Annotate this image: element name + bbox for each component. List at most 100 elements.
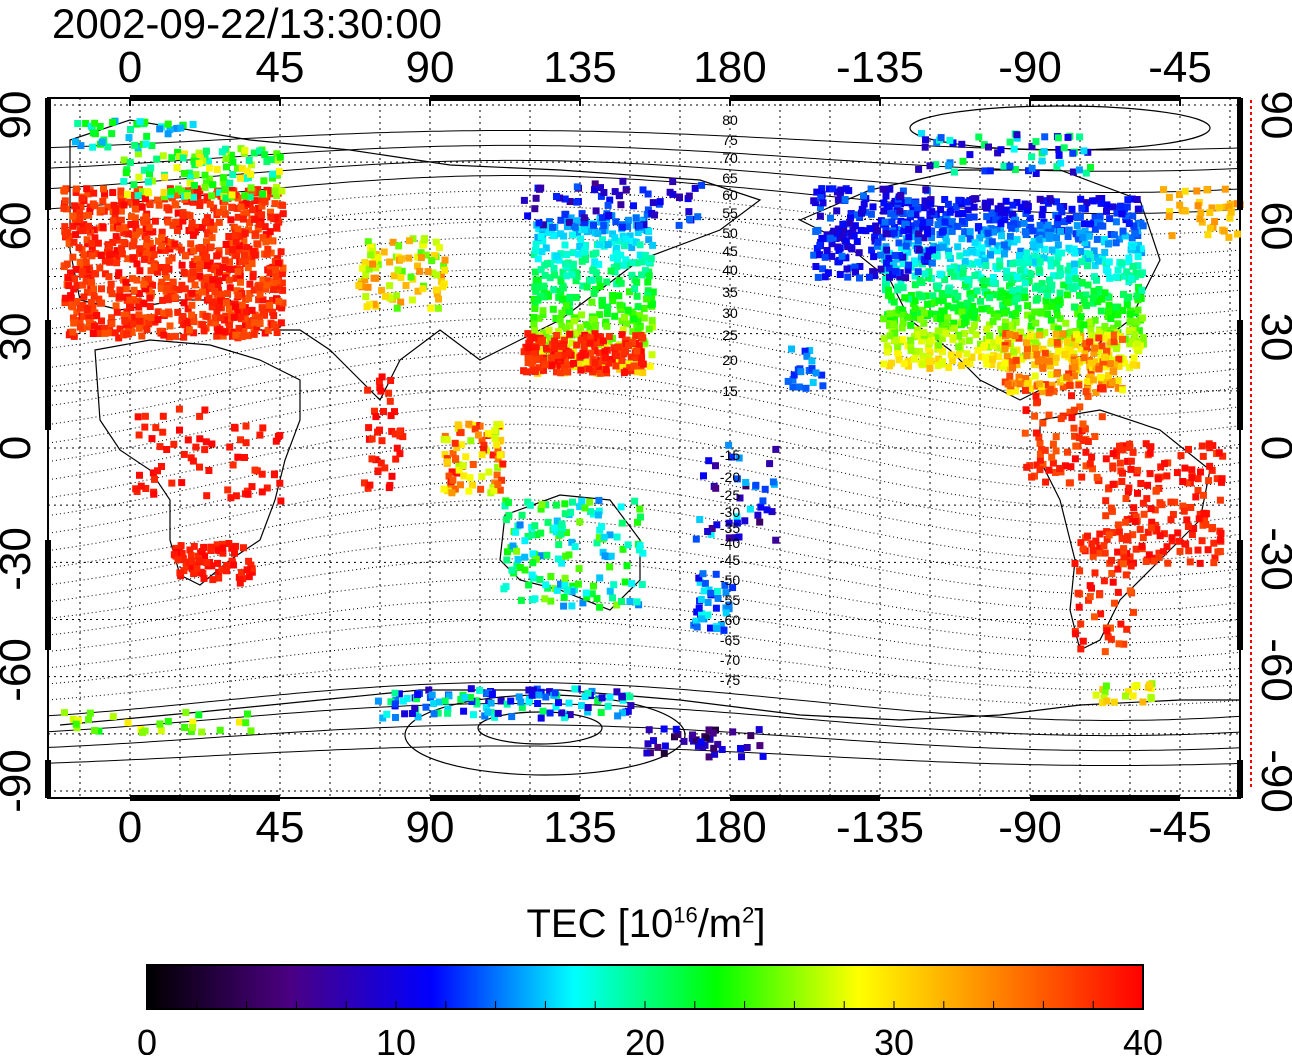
tec-pixel [595, 534, 603, 542]
tec-pixel [1053, 339, 1061, 346]
tec-pixel [1146, 681, 1153, 689]
tec-pixel [203, 179, 210, 187]
tec-pixel [870, 253, 878, 261]
tec-pixel [1092, 389, 1100, 396]
tec-pixel [1121, 359, 1129, 367]
tec-pixel [241, 174, 249, 182]
tec-pixel [714, 594, 722, 602]
tec-pixel [543, 551, 551, 559]
tec-pixel [759, 752, 767, 760]
tec-pixel [972, 331, 980, 339]
tec-pixel [881, 218, 889, 226]
tec-pixel [1065, 244, 1073, 252]
tec-pixel [1053, 311, 1061, 319]
tec-pixel [591, 347, 599, 355]
tec-pixel [553, 193, 560, 200]
tec-pixel [1097, 610, 1105, 618]
tec-pixel [1206, 444, 1214, 452]
tec-pixel [491, 427, 499, 435]
tec-pixel [830, 227, 838, 235]
tec-pixel [954, 210, 962, 218]
tec-pixel [978, 244, 986, 252]
contour-label: 80 [722, 112, 738, 128]
tec-pixel [962, 358, 970, 366]
tec-pixel [556, 361, 564, 369]
tec-pixel [1077, 345, 1085, 353]
tec-pixel [939, 297, 947, 305]
tec-pixel [772, 536, 780, 544]
tec-pixel [1105, 531, 1113, 539]
tec-pixel [1076, 319, 1084, 327]
tec-pixel [225, 233, 233, 240]
tec-pixel [1072, 630, 1080, 638]
lon-tick-label-top: -135 [836, 43, 924, 92]
tec-pixel [197, 568, 205, 576]
tec-pixel [72, 231, 80, 239]
tec-pixel [1081, 425, 1089, 433]
tec-pixel [387, 377, 395, 384]
tec-pixel [977, 353, 985, 361]
tec-pixel [455, 466, 463, 474]
tec-pixel [1064, 291, 1071, 299]
tec-pixel [434, 304, 442, 312]
tec-pixel [954, 222, 962, 230]
tec-pixel [391, 408, 398, 416]
tec-pixel [914, 237, 922, 245]
tec-pixel [231, 549, 238, 557]
tec-pixel [888, 218, 896, 226]
tec-pixel [234, 246, 242, 253]
tec-pixel [154, 316, 162, 323]
tec-pixel [1095, 286, 1103, 293]
tec-pixel [558, 709, 566, 717]
lat-tick-label-right: -90 [1252, 749, 1292, 813]
tec-pixel [603, 322, 611, 330]
tec-pixel [583, 283, 591, 291]
tec-pixel [1181, 464, 1189, 472]
tec-pixel [145, 189, 153, 197]
tec-pixel [1112, 239, 1120, 247]
tec-pixel [942, 329, 950, 337]
tec-pixel [549, 305, 557, 313]
tec-pixel [600, 533, 608, 541]
tec-pixel [91, 322, 98, 330]
tec-pixel [115, 269, 123, 277]
tec-pixel [108, 320, 116, 328]
tec-pixel [520, 196, 528, 204]
tec-pixel [138, 203, 146, 211]
tec-pixel [1114, 565, 1122, 573]
tec-pixel [1129, 448, 1137, 456]
tec-pixel [916, 348, 924, 355]
tec-pixel [150, 318, 158, 326]
tec-pixel [444, 705, 452, 713]
tec-pixel [93, 312, 101, 319]
tec-pixel [1026, 332, 1034, 340]
tec-pixel [689, 731, 696, 739]
tec-pixel [721, 581, 729, 589]
tec-pixel [873, 242, 881, 250]
tec-pixel [1023, 352, 1031, 360]
tec-pixel [573, 273, 581, 280]
tec-pixel [61, 299, 69, 307]
tec-pixel [72, 138, 79, 146]
tec-pixel [417, 254, 425, 262]
tec-pixel [127, 213, 135, 221]
tec-pixel [1071, 560, 1079, 567]
tec-pixel [1088, 332, 1096, 340]
tec-pixel [699, 570, 707, 578]
tec-pixel [178, 313, 186, 320]
tec-pixel [1044, 310, 1052, 318]
tec-pixel [195, 557, 203, 565]
lon-tick-label-bottom: 90 [406, 803, 455, 852]
tec-pixel [1025, 277, 1033, 285]
tec-pixel [528, 571, 536, 579]
tec-pixel [1070, 260, 1078, 268]
tec-pixel [163, 264, 170, 271]
tec-pixel [600, 242, 608, 250]
tec-pixel [874, 227, 881, 235]
tec-pixel [1048, 246, 1056, 254]
tec-pixel [1152, 521, 1159, 529]
tec-pixel [237, 436, 244, 444]
tec-pixel [465, 487, 473, 495]
tec-pixel [386, 282, 394, 290]
tec-pixel [158, 463, 165, 470]
